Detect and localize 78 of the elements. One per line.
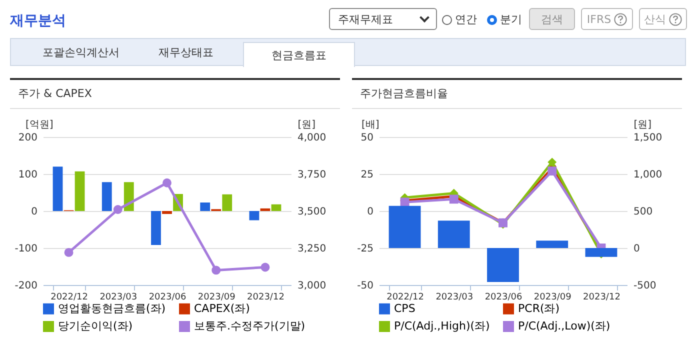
y-tick-label: -200 [14, 280, 38, 292]
point [212, 266, 221, 275]
y-tick-label: 25 [360, 170, 374, 180]
y2-tick-label: 1,000 [634, 170, 662, 180]
point [64, 248, 74, 257]
bar [487, 248, 519, 282]
x-tick-label: 2023/12 [247, 292, 284, 302]
legend-label: CAPEX(좌) [194, 302, 250, 315]
bar [249, 211, 260, 220]
bar [222, 194, 232, 211]
y2-axis-title: [원] [298, 120, 316, 130]
y-tick-label: 50 [360, 132, 374, 144]
y-axis-title: [억원] [26, 120, 54, 130]
x-tick-label: 2023/03 [100, 292, 138, 302]
bar [260, 208, 270, 211]
legend-label: 당기순이익(좌) [58, 320, 133, 332]
y2-tick-label: 3,250 [298, 244, 326, 254]
y-axis-title: [배] [362, 120, 380, 130]
y-tick-label: 0 [31, 206, 38, 218]
bar [271, 204, 282, 211]
chart-title: 주가현금흐름비율 [352, 80, 682, 109]
text: IFRS [586, 12, 612, 26]
bar [200, 202, 210, 211]
text: 현금흐름표 [243, 42, 355, 67]
y2-tick-label: 500 [634, 206, 653, 218]
y2-tick-label: 3,000 [298, 280, 326, 292]
point [449, 194, 458, 204]
y2-tick-label: 4,000 [298, 132, 326, 144]
legend-label: 보통주.수정주가(기말) [194, 320, 306, 332]
legend-label: PCR(좌) [518, 302, 560, 315]
point [548, 158, 557, 167]
x-tick-label: 2023/06 [148, 292, 186, 302]
text: 검색 [529, 8, 575, 30]
text: 포괄손익계산서 [42, 45, 120, 61]
x-tick-label: 2023/09 [534, 292, 572, 302]
point [548, 166, 557, 176]
text: 산식 [644, 12, 666, 26]
text: 재무상태표 [158, 45, 214, 61]
y2-tick-label: 1,500 [634, 132, 662, 144]
x-tick-label: 2022/12 [386, 292, 424, 302]
text: 주재무제표 [338, 12, 393, 26]
y2-tick-label: 3,750 [298, 170, 326, 180]
bar [438, 220, 470, 248]
bar [124, 182, 134, 211]
legend-label: CPS [394, 302, 416, 315]
y-tick-label: -100 [14, 244, 38, 254]
point [113, 205, 122, 214]
y-tick-label: 100 [18, 170, 38, 180]
x-tick-label: 2023/06 [484, 292, 522, 302]
text: 재무분석 [10, 12, 66, 30]
y-tick-label: 0 [367, 206, 374, 218]
y-tick-label: 200 [18, 132, 38, 144]
x-tick-label: 2023/09 [198, 292, 236, 302]
legend-label: P/C(Adj.,Low)(좌) [518, 320, 610, 332]
y2-tick-label: -500 [634, 280, 656, 292]
y2-tick-label: 3,500 [298, 206, 326, 218]
bar [388, 206, 421, 248]
bar [102, 182, 112, 211]
x-tick-label: 2023/03 [436, 292, 474, 302]
bar [74, 171, 85, 211]
bar [162, 211, 172, 214]
y2-tick-label: 0 [634, 244, 640, 254]
y-tick-label: -50 [357, 280, 374, 292]
legend-label: P/C(Adj.,High)(좌) [394, 320, 490, 332]
chart-title: 주가 & CAPEX [10, 80, 340, 109]
bar [151, 211, 161, 246]
text: 연간 [455, 12, 477, 27]
point [162, 178, 172, 188]
x-tick-label: 2023/12 [583, 292, 620, 302]
point [260, 262, 270, 272]
text: 분기 [500, 12, 522, 27]
bar [52, 166, 63, 211]
y2-axis-title: [원] [634, 120, 652, 130]
bar [585, 248, 618, 257]
legend-label: 영업활동현금흐름(좌) [58, 302, 166, 315]
bar [536, 240, 568, 248]
x-tick-label: 2022/12 [50, 292, 88, 302]
y-tick-label: -25 [357, 244, 374, 254]
